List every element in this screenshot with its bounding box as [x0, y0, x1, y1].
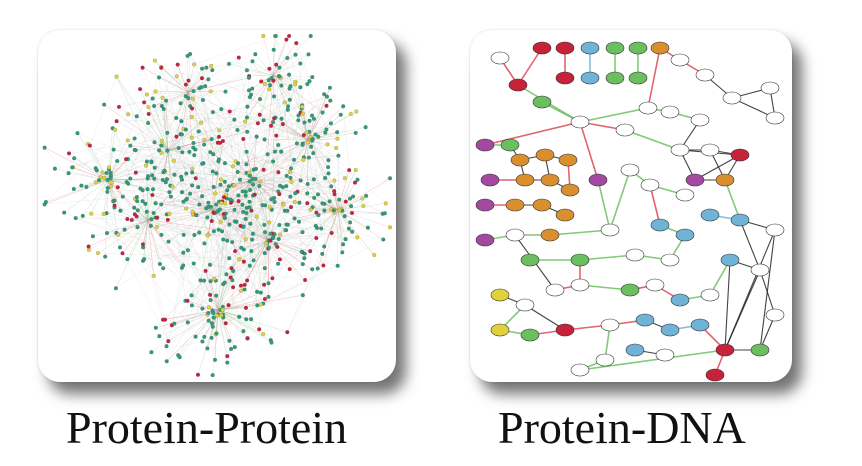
- protein-protein-network-panel: [38, 30, 396, 382]
- protein-dna-network: [475, 41, 785, 382]
- protein-dna-network-panel: [470, 30, 792, 382]
- protein-protein-network: [42, 33, 393, 378]
- ppi-nodes: [42, 33, 393, 378]
- protein-protein-caption: Protein-Protein: [66, 402, 348, 453]
- protein-dna-caption: Protein-DNA: [498, 402, 746, 453]
- pdna-nodes: [475, 41, 785, 382]
